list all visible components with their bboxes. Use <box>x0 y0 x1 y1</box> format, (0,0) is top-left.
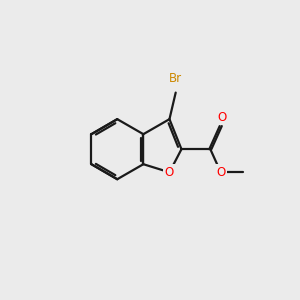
Text: O: O <box>165 166 174 179</box>
Text: O: O <box>216 166 225 179</box>
Text: O: O <box>217 111 226 124</box>
Text: Br: Br <box>169 72 182 85</box>
